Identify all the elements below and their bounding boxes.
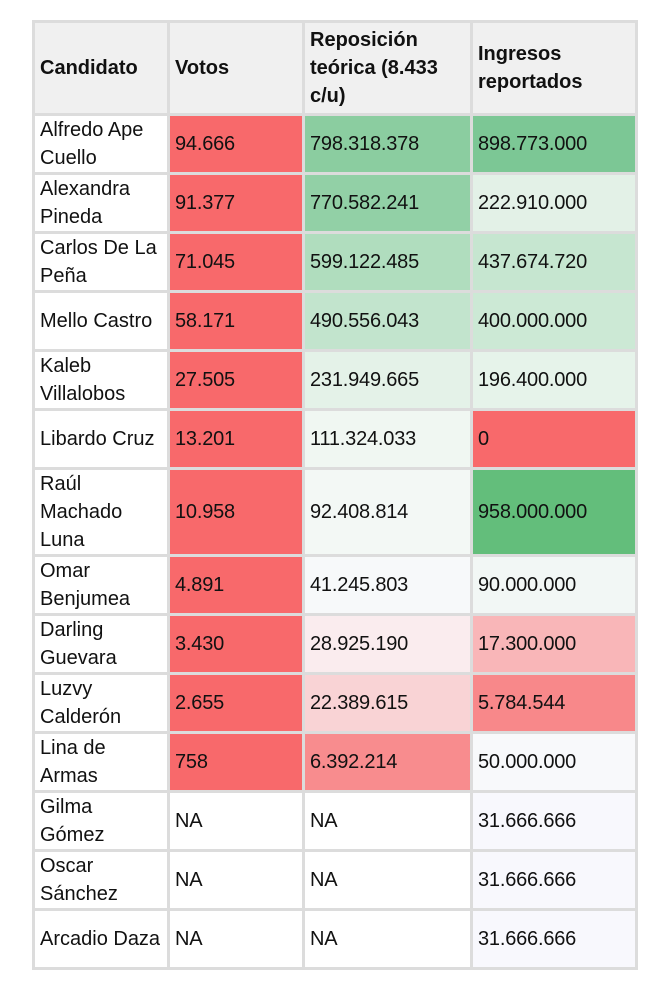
- cell-reposicion: NA: [305, 852, 470, 908]
- cell-ingresos: 222.910.000: [473, 175, 635, 231]
- header-candidato: Candidato: [35, 23, 167, 113]
- cell-ingresos: 31.666.666: [473, 793, 635, 849]
- cell-votos: 4.891: [170, 557, 302, 613]
- cell-reposicion: 770.582.241: [305, 175, 470, 231]
- table-row: Mello Castro 58.171 490.556.043 400.000.000: [35, 293, 635, 349]
- cell-votos: 71.045: [170, 234, 302, 290]
- cell-reposicion: 41.245.803: [305, 557, 470, 613]
- table-row: Lina de Armas 758 6.392.214 50.000.000: [35, 734, 635, 790]
- cell-candidato: Carlos De La Peña: [35, 234, 167, 290]
- cell-candidato: Arcadio Daza: [35, 911, 167, 967]
- cell-ingresos: 17.300.000: [473, 616, 635, 672]
- table-row: Alexandra Pineda 91.377 770.582.241 222.910…: [35, 175, 635, 231]
- cell-votos: 3.430: [170, 616, 302, 672]
- cell-reposicion: 6.392.214: [305, 734, 470, 790]
- cell-reposicion: 798.318.378: [305, 116, 470, 172]
- cell-votos: 27.505: [170, 352, 302, 408]
- cell-votos: 2.655: [170, 675, 302, 731]
- cell-ingresos: 31.666.666: [473, 911, 635, 967]
- cell-ingresos: 50.000.000: [473, 734, 635, 790]
- cell-candidato: Oscar Sánchez: [35, 852, 167, 908]
- cell-ingresos: 5.784.544: [473, 675, 635, 731]
- header-ingresos: Ingresos reportados: [473, 23, 635, 113]
- cell-ingresos: 31.666.666: [473, 852, 635, 908]
- table-body: Alfredo Ape Cuello 94.666 798.318.378 898.7…: [35, 116, 635, 967]
- cell-votos: NA: [170, 852, 302, 908]
- candidates-table: Candidato Votos Reposición teórica (8.43…: [32, 20, 638, 970]
- table-row: Kaleb Villalobos 27.505 231.949.665 196.400…: [35, 352, 635, 408]
- cell-reposicion: 111.324.033: [305, 411, 470, 467]
- cell-votos: 13.201: [170, 411, 302, 467]
- cell-votos: 10.958: [170, 470, 302, 554]
- header-votos: Votos: [170, 23, 302, 113]
- cell-reposicion: 22.389.615: [305, 675, 470, 731]
- cell-ingresos: 90.000.000: [473, 557, 635, 613]
- cell-votos: 58.171: [170, 293, 302, 349]
- table-row: Raúl Machado Luna 10.958 92.408.814 958.000…: [35, 470, 635, 554]
- cell-reposicion: 599.122.485: [305, 234, 470, 290]
- cell-candidato: Gilma Gómez: [35, 793, 167, 849]
- cell-votos: NA: [170, 793, 302, 849]
- cell-reposicion: 28.925.190: [305, 616, 470, 672]
- cell-votos: 758: [170, 734, 302, 790]
- cell-candidato: Omar Benjumea: [35, 557, 167, 613]
- cell-candidato: Libardo Cruz: [35, 411, 167, 467]
- cell-candidato: Raúl Machado Luna: [35, 470, 167, 554]
- cell-candidato: Luzvy Calderón: [35, 675, 167, 731]
- cell-ingresos: 898.773.000: [473, 116, 635, 172]
- cell-ingresos: 437.674.720: [473, 234, 635, 290]
- cell-reposicion: 92.408.814: [305, 470, 470, 554]
- header-row: Candidato Votos Reposición teórica (8.43…: [35, 23, 635, 113]
- cell-votos: 91.377: [170, 175, 302, 231]
- table-row: Oscar Sánchez NA NA 31.666.666: [35, 852, 635, 908]
- table-row: Luzvy Calderón 2.655 22.389.615 5.784.544: [35, 675, 635, 731]
- cell-candidato: Lina de Armas: [35, 734, 167, 790]
- cell-reposicion: 490.556.043: [305, 293, 470, 349]
- header-reposicion: Reposición teórica (8.433 c/u): [305, 23, 470, 113]
- cell-reposicion: 231.949.665: [305, 352, 470, 408]
- cell-candidato: Mello Castro: [35, 293, 167, 349]
- cell-reposicion: NA: [305, 793, 470, 849]
- cell-candidato: Kaleb Villalobos: [35, 352, 167, 408]
- cell-ingresos: 400.000.000: [473, 293, 635, 349]
- cell-candidato: Alexandra Pineda: [35, 175, 167, 231]
- table-row: Alfredo Ape Cuello 94.666 798.318.378 898.7…: [35, 116, 635, 172]
- cell-ingresos: 0: [473, 411, 635, 467]
- cell-votos: 94.666: [170, 116, 302, 172]
- cell-ingresos: 958.000.000: [473, 470, 635, 554]
- table-row: Carlos De La Peña 71.045 599.122.485 437.67…: [35, 234, 635, 290]
- cell-candidato: Darling Guevara: [35, 616, 167, 672]
- cell-candidato: Alfredo Ape Cuello: [35, 116, 167, 172]
- table-row: Libardo Cruz 13.201 111.324.033 0: [35, 411, 635, 467]
- table-row: Darling Guevara 3.430 28.925.190 17.300.000: [35, 616, 635, 672]
- cell-ingresos: 196.400.000: [473, 352, 635, 408]
- table-row: Gilma Gómez NA NA 31.666.666: [35, 793, 635, 849]
- table-row: Arcadio Daza NA NA 31.666.666: [35, 911, 635, 967]
- table-row: Omar Benjumea 4.891 41.245.803 90.000.000: [35, 557, 635, 613]
- cell-reposicion: NA: [305, 911, 470, 967]
- cell-votos: NA: [170, 911, 302, 967]
